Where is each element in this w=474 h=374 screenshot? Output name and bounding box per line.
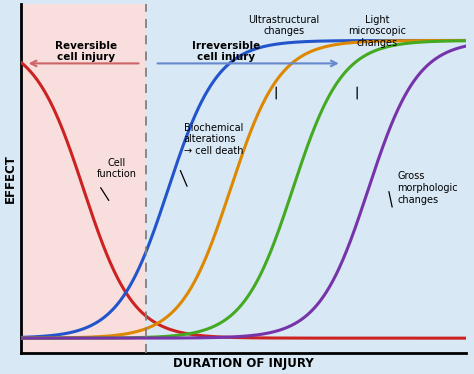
Text: Reversible
cell injury: Reversible cell injury — [55, 41, 117, 62]
Bar — [21, 4, 146, 353]
Text: Irreversible
cell injury: Irreversible cell injury — [192, 41, 260, 62]
Y-axis label: EFFECT: EFFECT — [4, 154, 17, 203]
Text: Cell
function: Cell function — [97, 157, 137, 179]
Text: Light
microscopic
changes: Light microscopic changes — [348, 15, 406, 48]
Text: Biochemical
alterations
→ cell death: Biochemical alterations → cell death — [184, 123, 243, 156]
Bar — [146, 4, 474, 353]
Text: Gross
morphologic
changes: Gross morphologic changes — [397, 171, 458, 205]
X-axis label: DURATION OF INJURY: DURATION OF INJURY — [173, 357, 314, 370]
Text: Ultrastructural
changes: Ultrastructural changes — [248, 15, 319, 36]
